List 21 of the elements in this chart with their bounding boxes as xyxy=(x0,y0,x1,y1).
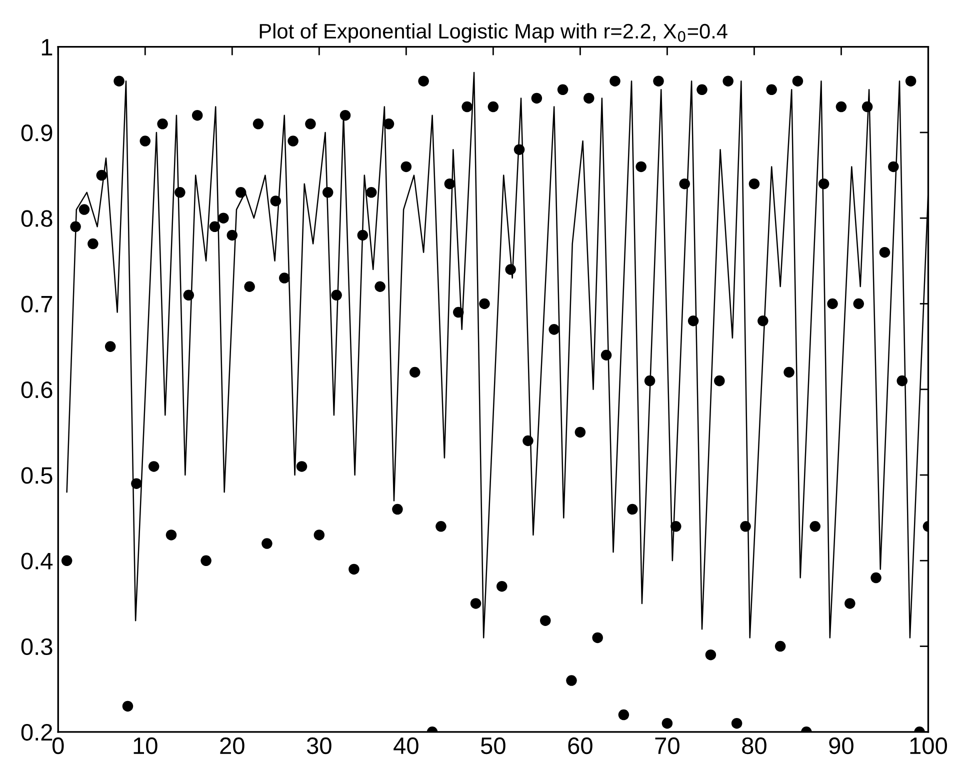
y-tick-label: 0.8 xyxy=(21,210,52,227)
x-tick-label: 100 xyxy=(910,737,947,754)
y-tick-label: 0.3 xyxy=(21,638,52,656)
x-tick-label: 90 xyxy=(829,737,854,754)
y-tick-label: 0.9 xyxy=(21,124,52,142)
y-tick-label: 0.7 xyxy=(21,296,52,313)
y-tick-label: 0.2 xyxy=(21,724,52,741)
x-tick-label: 0 xyxy=(52,737,64,754)
x-tick-label: 80 xyxy=(742,737,766,754)
x-tick-label: 10 xyxy=(134,737,158,754)
chart-title: Plot of Exponential Logistic Map with r=2.2, X$_{0}$=0.4 xyxy=(260,23,728,43)
y-tick-label: 0.6 xyxy=(21,381,52,398)
x-tick-label: 50 xyxy=(480,737,506,754)
y-tick-label: 1 xyxy=(42,39,52,56)
y-tick-label: 0.5 xyxy=(21,467,52,484)
x-tick-label: 30 xyxy=(306,737,332,754)
x-tick-label: 20 xyxy=(220,737,244,754)
x-tick-label: 60 xyxy=(568,737,592,754)
y-tick-label: 0.4 xyxy=(21,552,53,570)
x-tick-label: 40 xyxy=(394,737,418,754)
x-tick-label: 70 xyxy=(655,737,680,754)
